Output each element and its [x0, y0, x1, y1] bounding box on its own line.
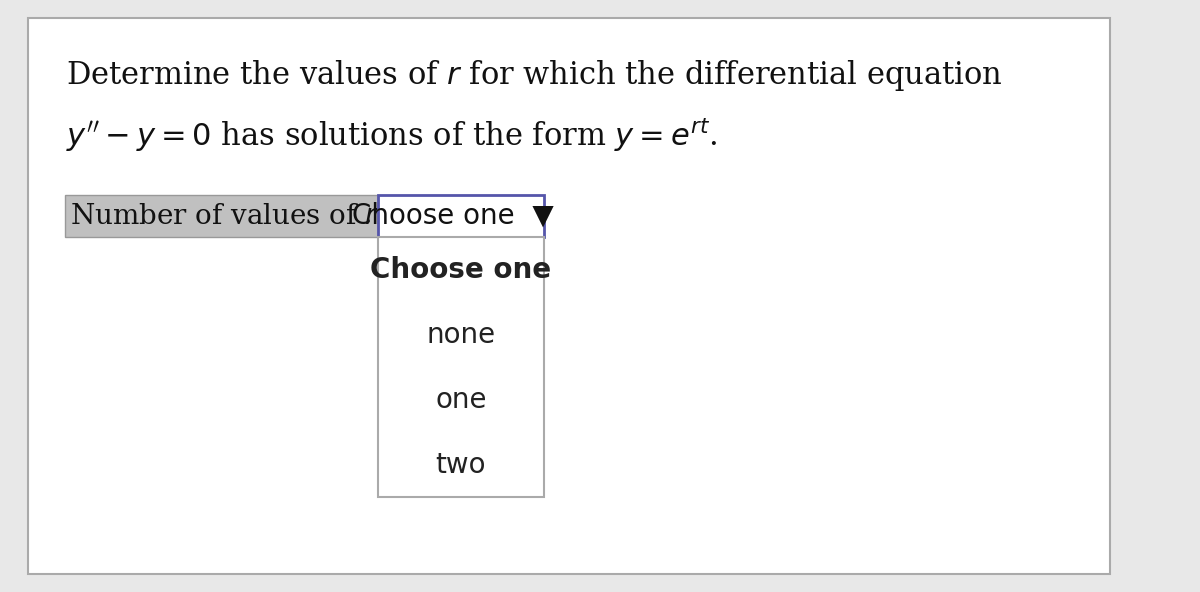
Bar: [378, 237, 544, 497]
Text: none: none: [426, 320, 496, 349]
Text: Choose one  ▼: Choose one ▼: [353, 202, 554, 230]
Text: one: one: [436, 385, 486, 413]
Bar: [65, 195, 378, 237]
Bar: [378, 195, 544, 237]
Text: two: two: [436, 451, 486, 478]
Text: Number of values of $r$ :: Number of values of $r$ :: [71, 202, 394, 230]
Text: Choose one: Choose one: [371, 256, 551, 284]
Text: Determine the values of $r$ for which the differential equation: Determine the values of $r$ for which th…: [66, 57, 1003, 92]
Text: $y'' - y = 0$ has solutions of the form $y = e^{rt}$.: $y'' - y = 0$ has solutions of the form …: [66, 117, 718, 154]
